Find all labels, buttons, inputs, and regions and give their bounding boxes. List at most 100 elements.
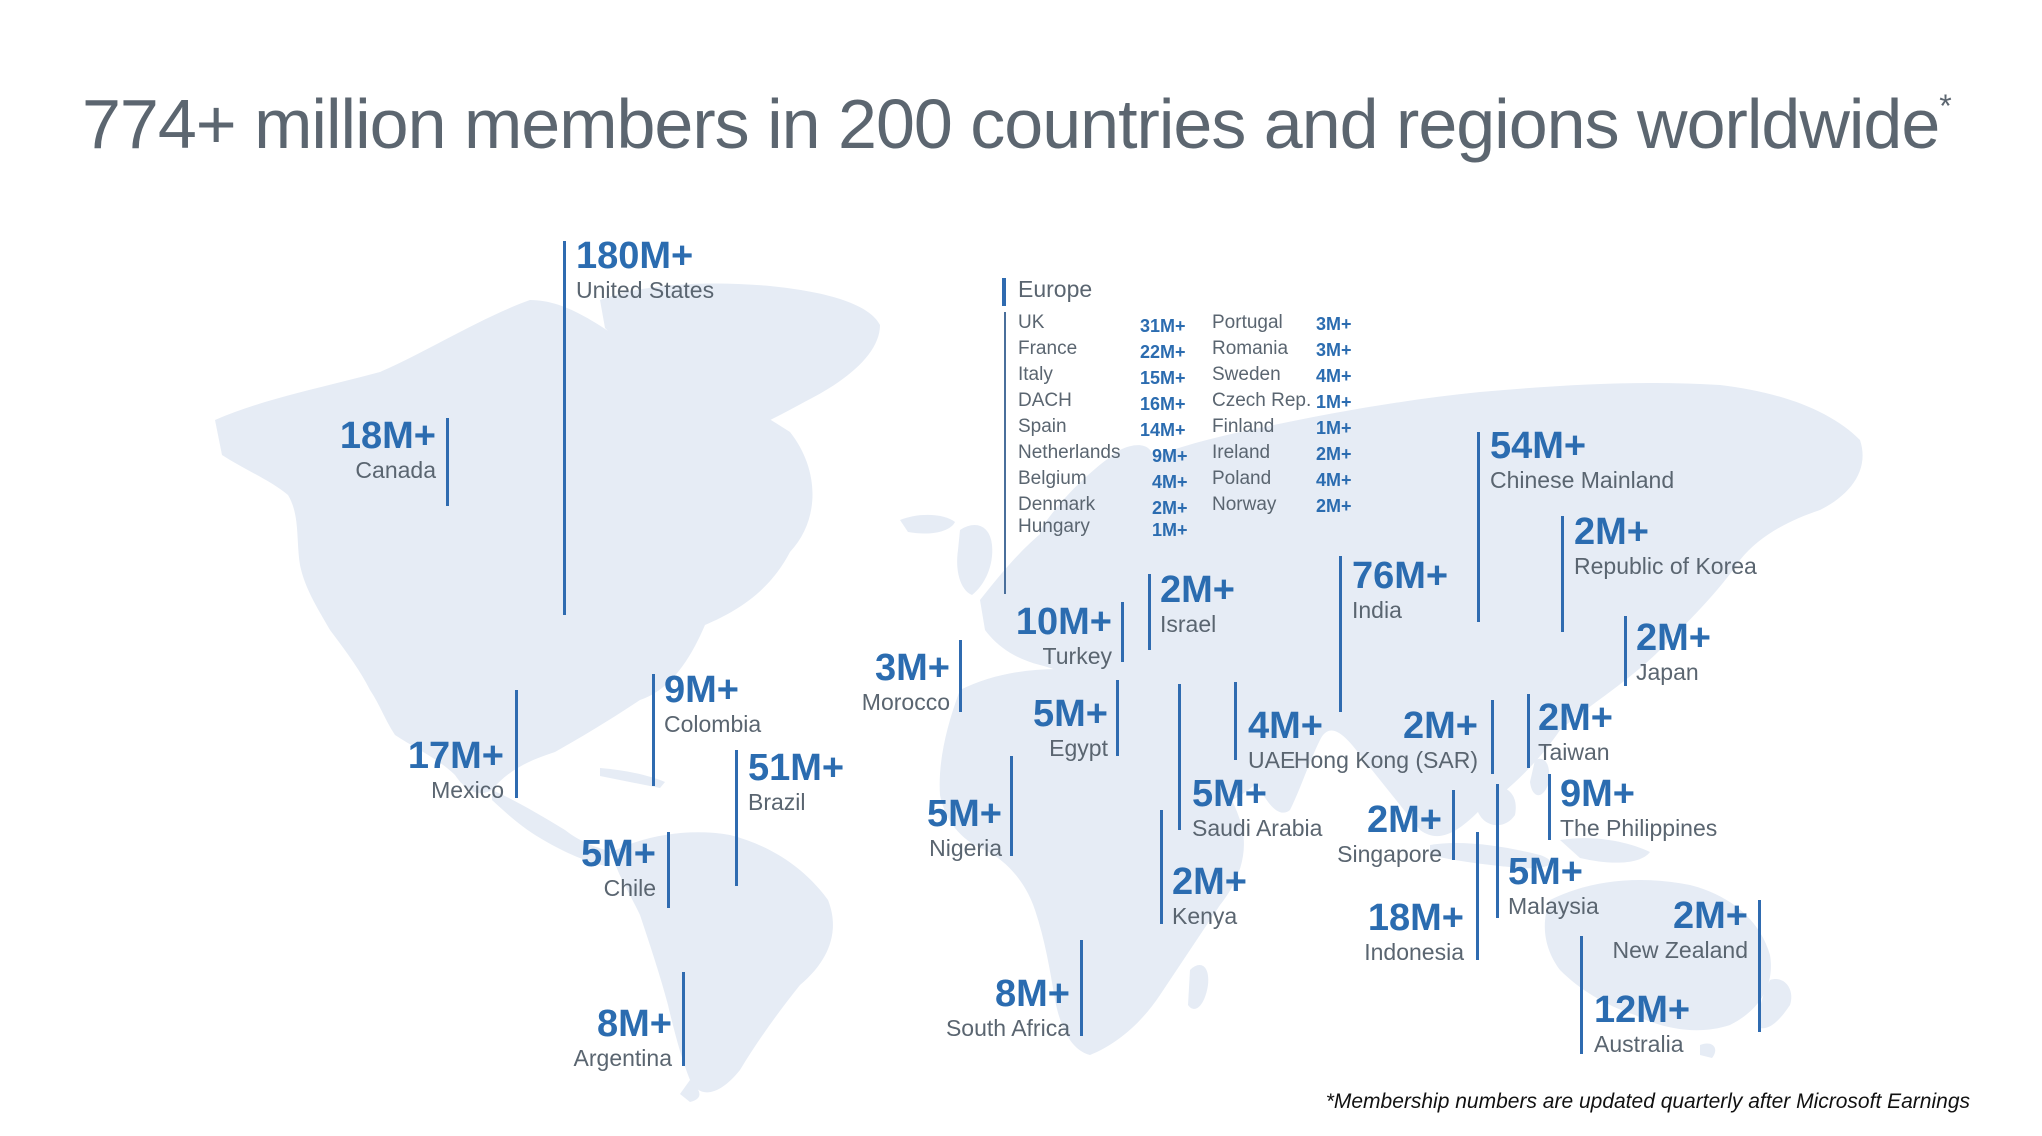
landmass-caribbean: [600, 768, 665, 788]
philippines-leader-line: [1548, 774, 1551, 840]
value: 2M+: [1538, 697, 1613, 739]
value: 18M+: [1367, 897, 1464, 939]
value: 5M+: [927, 793, 1002, 835]
value: 54M+: [1490, 425, 1587, 467]
value: 2M+: [1574, 511, 1649, 553]
annotation-nigeria: 5M+ Nigeria: [927, 794, 1002, 862]
europe-country: Czech Rep.: [1212, 390, 1312, 411]
label: Indonesia: [1364, 939, 1464, 965]
annotation-morocco: 3M+ Morocco: [862, 648, 950, 716]
canada-leader-line: [446, 418, 449, 506]
label: Singapore: [1337, 841, 1442, 867]
europe-country: Denmark: [1018, 494, 1096, 515]
value: 3M+: [875, 647, 950, 689]
europe-value: 1M+: [1316, 418, 1352, 438]
europe-value: 2M+: [1316, 444, 1352, 464]
japan-leader-line: [1624, 616, 1627, 686]
europe-country: Finland: [1212, 416, 1275, 437]
label: United States: [576, 277, 715, 303]
landmass-greenland: [600, 283, 880, 440]
europe-value: 2M+: [1152, 498, 1188, 518]
label: Brazil: [748, 789, 806, 815]
indonesia-leader-line: [1476, 832, 1479, 960]
europe-country: Hungary: [1018, 516, 1090, 537]
value: 18M+: [339, 415, 436, 457]
label: Saudi Arabia: [1192, 815, 1323, 841]
landmass-madagascar: [1188, 965, 1209, 1009]
landmass-australia: [1544, 880, 1771, 1031]
annotation-uae: 4M+ UAE: [1248, 706, 1323, 774]
egypt-leader-line: [1116, 680, 1119, 756]
turkey-leader-line: [1121, 602, 1124, 662]
europe-value: 14M+: [1140, 420, 1186, 440]
europe-leader-line: [1004, 312, 1006, 594]
label: Egypt: [1049, 735, 1108, 761]
value: 5M+: [1508, 851, 1583, 893]
landmass-tasmania: [1700, 1043, 1716, 1058]
value: 2M+: [1636, 617, 1711, 659]
landmass-central-america: [492, 790, 612, 866]
europe-value: 31M+: [1140, 316, 1186, 336]
label: Canada: [355, 457, 436, 483]
value: 51M+: [748, 747, 845, 789]
landmass-south-america-tip: [680, 1080, 700, 1102]
europe-accent-bar: [1002, 278, 1006, 306]
new-zealand-leader-line: [1758, 900, 1761, 1032]
europe-value: 4M+: [1316, 470, 1352, 490]
annotation-india: 76M+ India: [1352, 556, 1448, 624]
annotation-korea: 2M+ Republic of Korea: [1574, 512, 1757, 580]
value: 5M+: [1033, 693, 1108, 735]
label: South Africa: [945, 1015, 1070, 1041]
label: Chinese Mainland: [1490, 467, 1675, 493]
value: 9M+: [1560, 773, 1635, 815]
label: Australia: [1594, 1031, 1684, 1057]
title-asterisk: *: [1939, 88, 1951, 124]
chinese-mainland-leader-line: [1477, 432, 1480, 622]
label: India: [1352, 597, 1402, 623]
label: Argentina: [573, 1045, 672, 1071]
annotation-chile: 5M+ Chile: [581, 834, 656, 902]
landmass-north-america: [215, 300, 813, 794]
europe-country: Ireland: [1212, 442, 1271, 463]
landmass-indonesia: [1430, 843, 1551, 869]
taiwan-leader-line: [1527, 694, 1530, 768]
saudi-arabia-leader-line: [1178, 684, 1181, 830]
label: Republic of Korea: [1574, 553, 1757, 579]
malaysia-leader-line: [1496, 784, 1499, 918]
us-leader-line: [563, 241, 566, 615]
value: 76M+: [1352, 555, 1449, 597]
value: 2M+: [1403, 705, 1478, 747]
brazil-leader-line: [735, 750, 738, 886]
annotation-canada: 18M+ Canada: [340, 416, 436, 484]
landmass-japan: [1596, 595, 1639, 680]
india-leader-line: [1339, 556, 1342, 712]
landmass-new-zealand: [1759, 979, 1792, 1029]
title-text: 774+ million members in 200 countries an…: [82, 85, 1940, 163]
label: Hong Kong (SAR): [1293, 747, 1478, 773]
annotation-malaysia: 5M+ Malaysia: [1508, 852, 1599, 920]
europe-country: Italy: [1018, 364, 1053, 385]
annotation-japan: 2M+ Japan: [1636, 618, 1711, 686]
annotation-israel: 2M+ Israel: [1160, 570, 1235, 638]
annotation-kenya: 2M+ Kenya: [1172, 862, 1247, 930]
landmass-british-isles: [957, 525, 993, 595]
europe-country: Spain: [1018, 416, 1067, 437]
annotation-saudi-arabia: 5M+ Saudi Arabia: [1192, 774, 1322, 842]
uae-leader-line: [1234, 682, 1237, 760]
value: 8M+: [995, 973, 1070, 1015]
label: Israel: [1160, 611, 1217, 637]
south-africa-leader-line: [1080, 940, 1083, 1036]
value: 180M+: [576, 235, 694, 277]
europe-value: 2M+: [1316, 496, 1352, 516]
label: New Zealand: [1612, 937, 1748, 963]
europe-value: 1M+: [1316, 392, 1352, 412]
label: Malaysia: [1508, 893, 1599, 919]
value: 2M+: [1172, 861, 1247, 903]
korea-leader-line: [1561, 516, 1564, 632]
morocco-leader-line: [959, 640, 962, 712]
annotation-singapore: 2M+ Singapore: [1337, 800, 1442, 868]
europe-value: 4M+: [1316, 366, 1352, 386]
value: 8M+: [597, 1003, 672, 1045]
label: The Philippines: [1560, 815, 1718, 841]
hong-kong-leader-line: [1491, 700, 1494, 774]
